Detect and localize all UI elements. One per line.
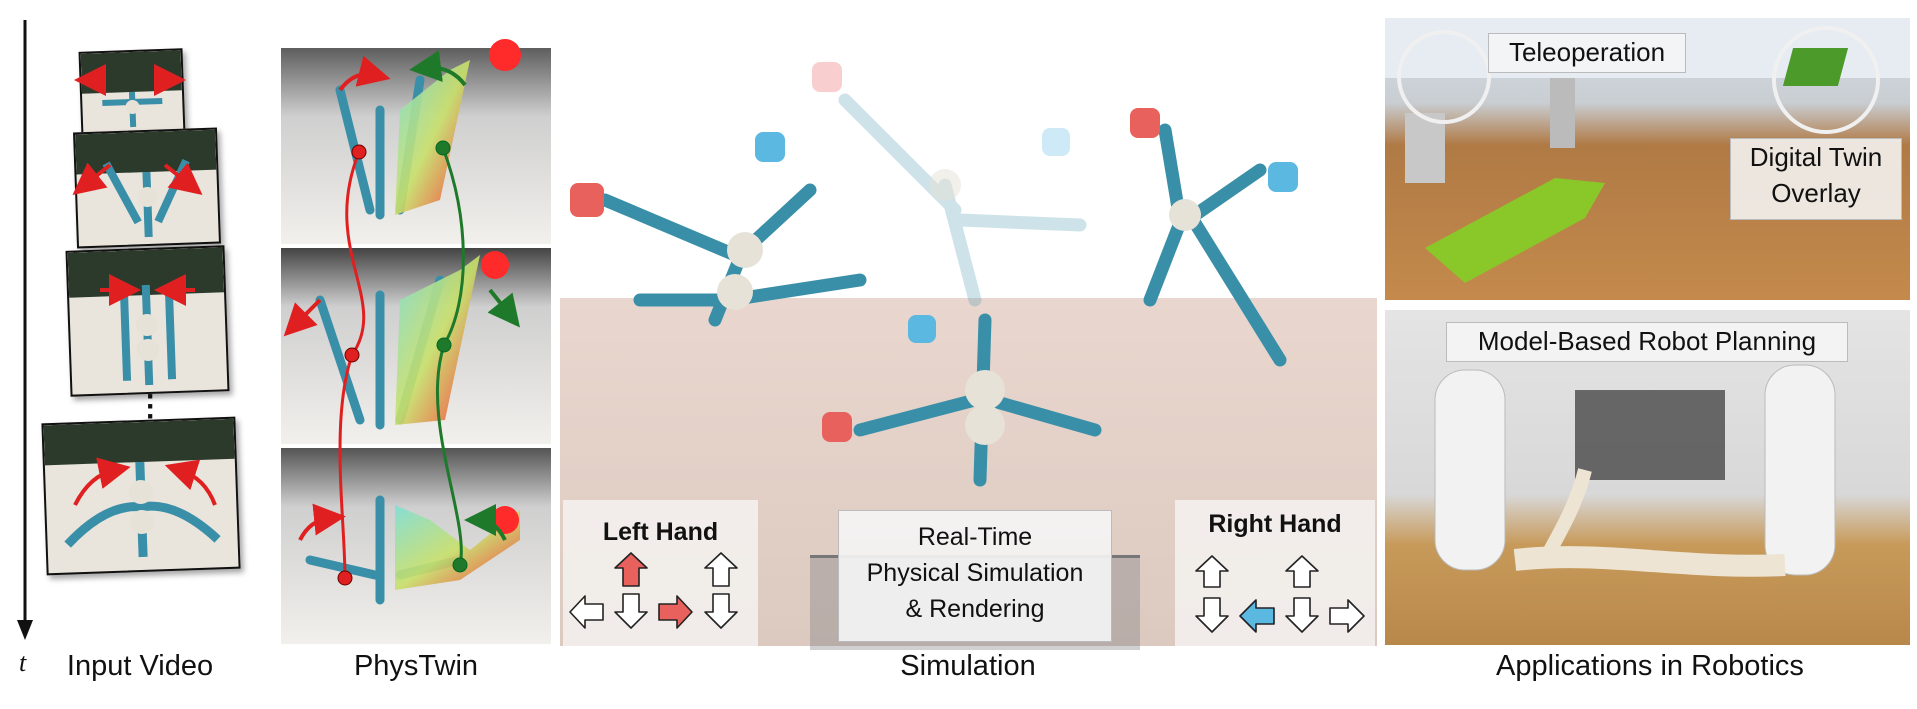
arrow-down-icon bbox=[1195, 597, 1229, 633]
overlay-highlight-circle bbox=[1772, 26, 1880, 134]
arrow-up-icon bbox=[704, 552, 738, 587]
right-hand-icon-faded bbox=[1042, 128, 1070, 156]
simulation-label-line-1: Real-Time bbox=[917, 523, 1033, 551]
right-hand-icon-right bbox=[1268, 162, 1298, 192]
left-hand-title: Left Hand bbox=[602, 518, 719, 546]
ellipsis-dots-icon: · · · bbox=[146, 380, 156, 433]
left-hand-icon-right bbox=[1130, 108, 1160, 138]
simulation-center-label: Real-Time Physical Simulation & Renderin… bbox=[838, 510, 1112, 642]
left-hand-icon bbox=[570, 183, 604, 217]
simulation-label-line-2: Physical Simulation bbox=[866, 559, 1084, 587]
robot-planning-photo bbox=[1385, 310, 1910, 645]
overlay-label-line-1: Digital Twin bbox=[1749, 142, 1883, 172]
model-based-planning-label: Model-Based Robot Planning bbox=[1446, 322, 1848, 362]
arrow-down-icon bbox=[1285, 597, 1319, 633]
arrow-left-icon bbox=[569, 595, 604, 629]
input-video-force-arrows bbox=[72, 64, 217, 506]
simulation-label-line-3: & Rendering bbox=[905, 595, 1045, 623]
arrow-up-icon bbox=[1285, 555, 1319, 588]
right-hand-title: Right Hand bbox=[1208, 510, 1342, 538]
caption-phystwin: PhysTwin bbox=[353, 650, 479, 682]
time-axis-arrow-icon bbox=[17, 20, 33, 640]
arrow-left-icon bbox=[1239, 599, 1275, 633]
arrow-down-icon bbox=[704, 593, 738, 629]
arrow-up-icon bbox=[1195, 555, 1229, 588]
digital-twin-overlay-label: Digital Twin Overlay bbox=[1730, 138, 1902, 220]
arrow-right-icon bbox=[658, 595, 693, 629]
left-hand-icon-bottom bbox=[822, 412, 852, 442]
right-hand-icon-bottom bbox=[908, 315, 936, 343]
overlay-label-line-2: Overlay bbox=[1771, 178, 1861, 208]
arrow-right-icon bbox=[1329, 599, 1365, 633]
caption-simulation: Simulation bbox=[900, 650, 1036, 682]
left-hand-icon-faded bbox=[812, 62, 842, 92]
right-hand-icon bbox=[755, 132, 785, 162]
arrow-down-icon bbox=[614, 593, 648, 629]
teleoperation-label: Teleoperation bbox=[1488, 33, 1686, 73]
caption-input-video: Input Video bbox=[66, 650, 214, 682]
teleop-highlight-circle bbox=[1397, 30, 1491, 124]
time-axis-label: t bbox=[19, 648, 27, 677]
digital-twin-cloth-overlay bbox=[1782, 48, 1849, 86]
arrow-up-icon bbox=[614, 552, 648, 587]
video-frame-4 bbox=[41, 416, 241, 576]
caption-applications: Applications in Robotics bbox=[1496, 650, 1804, 682]
